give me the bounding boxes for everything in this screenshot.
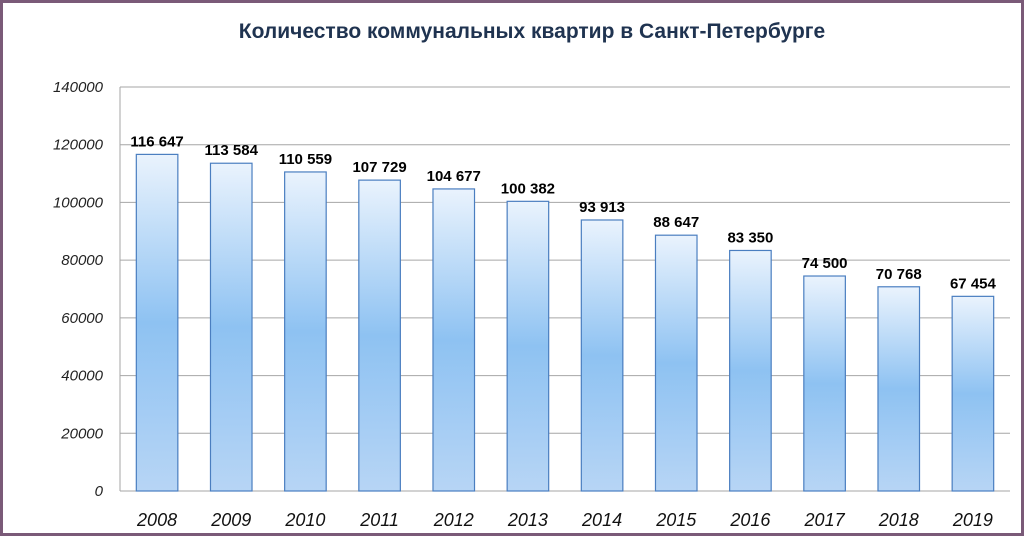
x-tick-label-2017: 2017 [804, 510, 846, 530]
x-tick-label-2015: 2015 [655, 510, 697, 530]
data-label-2019: 67 454 [950, 275, 997, 292]
x-tick-label-2012: 2012 [433, 510, 474, 530]
bar-2009 [209, 162, 253, 492]
grid-lines [119, 86, 1010, 492]
bars [135, 153, 995, 492]
data-label-2012: 104 677 [427, 168, 481, 185]
x-tick-label-2013: 2013 [507, 510, 548, 530]
data-label-2010: 110 559 [279, 151, 332, 168]
bar-2018 [877, 286, 921, 492]
data-label-2011: 107 729 [352, 159, 406, 176]
data-label-2013: 100 382 [501, 180, 555, 197]
bar-2019 [951, 295, 995, 492]
y-tick-label: 80000 [61, 252, 103, 269]
y-tick-label: 120000 [53, 137, 104, 154]
y-tick-label: 100000 [53, 194, 104, 211]
y-tick-label: 140000 [53, 79, 104, 96]
y-tick-label: 40000 [61, 368, 103, 385]
data-label-2009: 113 584 [205, 142, 259, 159]
bar-2012 [432, 188, 476, 492]
bar-2010 [284, 171, 327, 492]
data-label-2014: 93 913 [579, 199, 625, 216]
bar-2014 [580, 219, 624, 492]
data-label-2018: 70 768 [876, 266, 922, 283]
x-tick-label-2011: 2011 [359, 510, 399, 530]
x-axis-ticks: 2008 2009 2010 2011 2012 2013 2014 2015 2016 2017… [136, 510, 993, 530]
data-labels: 116 647 113 584 110 559 107 729 104 677 100 3… [130, 133, 996, 292]
data-label-2016: 83 350 [727, 229, 773, 246]
y-axis-ticks: 0 20000 40000 60000 80000 100000 120000 140000 [53, 79, 104, 500]
y-tick-label: 60000 [61, 310, 103, 327]
bar-2016 [729, 249, 772, 492]
x-tick-label-2009: 2009 [210, 510, 251, 530]
data-label-2008: 116 647 [130, 133, 183, 150]
x-tick-label-2014: 2014 [581, 510, 622, 530]
x-tick-label-2008: 2008 [136, 510, 177, 530]
bar-2015 [654, 234, 698, 492]
bar-2008 [135, 153, 179, 492]
y-tick-label: 0 [95, 483, 104, 500]
x-tick-label-2018: 2018 [878, 510, 919, 530]
chart-title: Количество коммунальных квартир в Санкт-… [238, 20, 826, 43]
bar-2013 [506, 200, 550, 492]
data-label-2015: 88 647 [653, 214, 699, 231]
y-tick-label: 20000 [60, 425, 103, 442]
x-tick-label-2016: 2016 [729, 510, 771, 530]
bar-2017 [803, 275, 846, 492]
bar-2011 [358, 179, 401, 492]
data-label-2017: 74 500 [802, 255, 848, 272]
x-tick-label-2010: 2010 [284, 510, 325, 530]
x-tick-label-2019: 2019 [952, 510, 993, 530]
